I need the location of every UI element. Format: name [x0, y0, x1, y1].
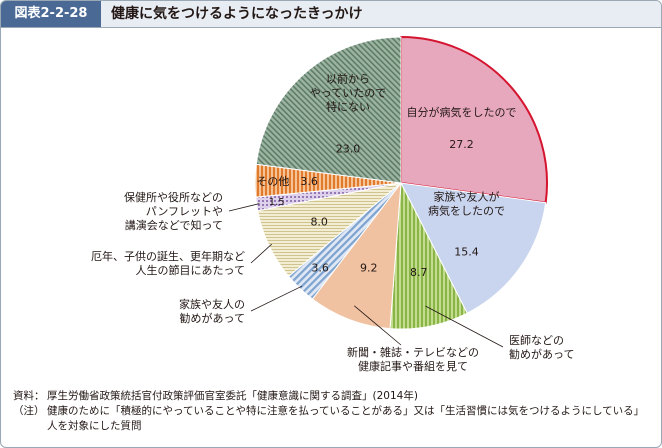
source-note-text: 厚生労働省政策統括官付政策評価官室委託「健康意識に関する調査」(2014年): [47, 390, 418, 402]
slice-value: 15.4: [454, 246, 479, 259]
slice-label: 医師などの勧めがあって: [509, 334, 574, 361]
slice-label: 家族や友人が病気をしたので: [428, 190, 505, 218]
leader-line: [354, 305, 402, 346]
slice-label: 家族や友人の勧めがあって: [179, 297, 245, 325]
slice-value: 3.6: [311, 261, 329, 274]
slice-label: 保健所や役所などのパンフレットや講演会などで知って: [124, 190, 223, 232]
slice-value: 23.0: [336, 143, 361, 156]
remark-note: （注） 健康のために「積極的にやっていることや特に注意を払っていることがある」又…: [13, 404, 653, 434]
slice-label: その他 3.6: [256, 175, 318, 188]
leader-line: [250, 243, 272, 264]
figure-number-badge: 図表2-2-28: [1, 1, 101, 27]
slice-label: 新聞・雑誌・テレビなどの健康記事や番組を見て: [347, 345, 479, 373]
pie-slice: [400, 35, 549, 204]
leader-line: [250, 285, 303, 312]
pie-chart: 自分が病気をしたので 27.2 家族や友人が病気をしたので 15.4 8.7 医師などの勧…: [91, 35, 574, 373]
remark-note-text: 健康のために「積極的にやっていることや特に注意を払っていることがある」又は「生活…: [47, 405, 645, 432]
pie-slice: [255, 36, 402, 184]
slice-label: 以前からやっていたので特にない: [310, 72, 386, 114]
figure-header: 図表2-2-28 健康に気をつけるようになったきっかけ: [1, 1, 661, 28]
slice-value: 9.2: [360, 262, 378, 275]
slice-value: 27.2: [449, 138, 474, 151]
slice-label: 自分が病気をしたので: [407, 105, 517, 119]
leader-line: [425, 305, 504, 348]
pie-slice: [311, 181, 402, 330]
slice-value: 8.7: [410, 266, 428, 279]
source-note: 資料： 厚生労働省政策統括官付政策評価官室委託「健康意識に関する調査」(2014…: [13, 389, 653, 404]
figure-title: 健康に気をつけるようになったきっかけ: [111, 6, 363, 22]
leader-line: [228, 203, 260, 212]
remark-note-label: （注）: [13, 405, 45, 417]
slice-value: 8.0: [310, 216, 328, 229]
slice-label: 厄年、子供の誕生、更年期など人生の節目にあたって: [91, 249, 245, 277]
source-note-label: 資料：: [13, 390, 45, 402]
slice-value: 1.5: [269, 197, 285, 208]
figure-notes: 資料： 厚生労働省政策統括官付政策評価官室委託「健康意識に関する調査」(2014…: [13, 389, 653, 434]
pie-slice: [400, 182, 547, 314]
